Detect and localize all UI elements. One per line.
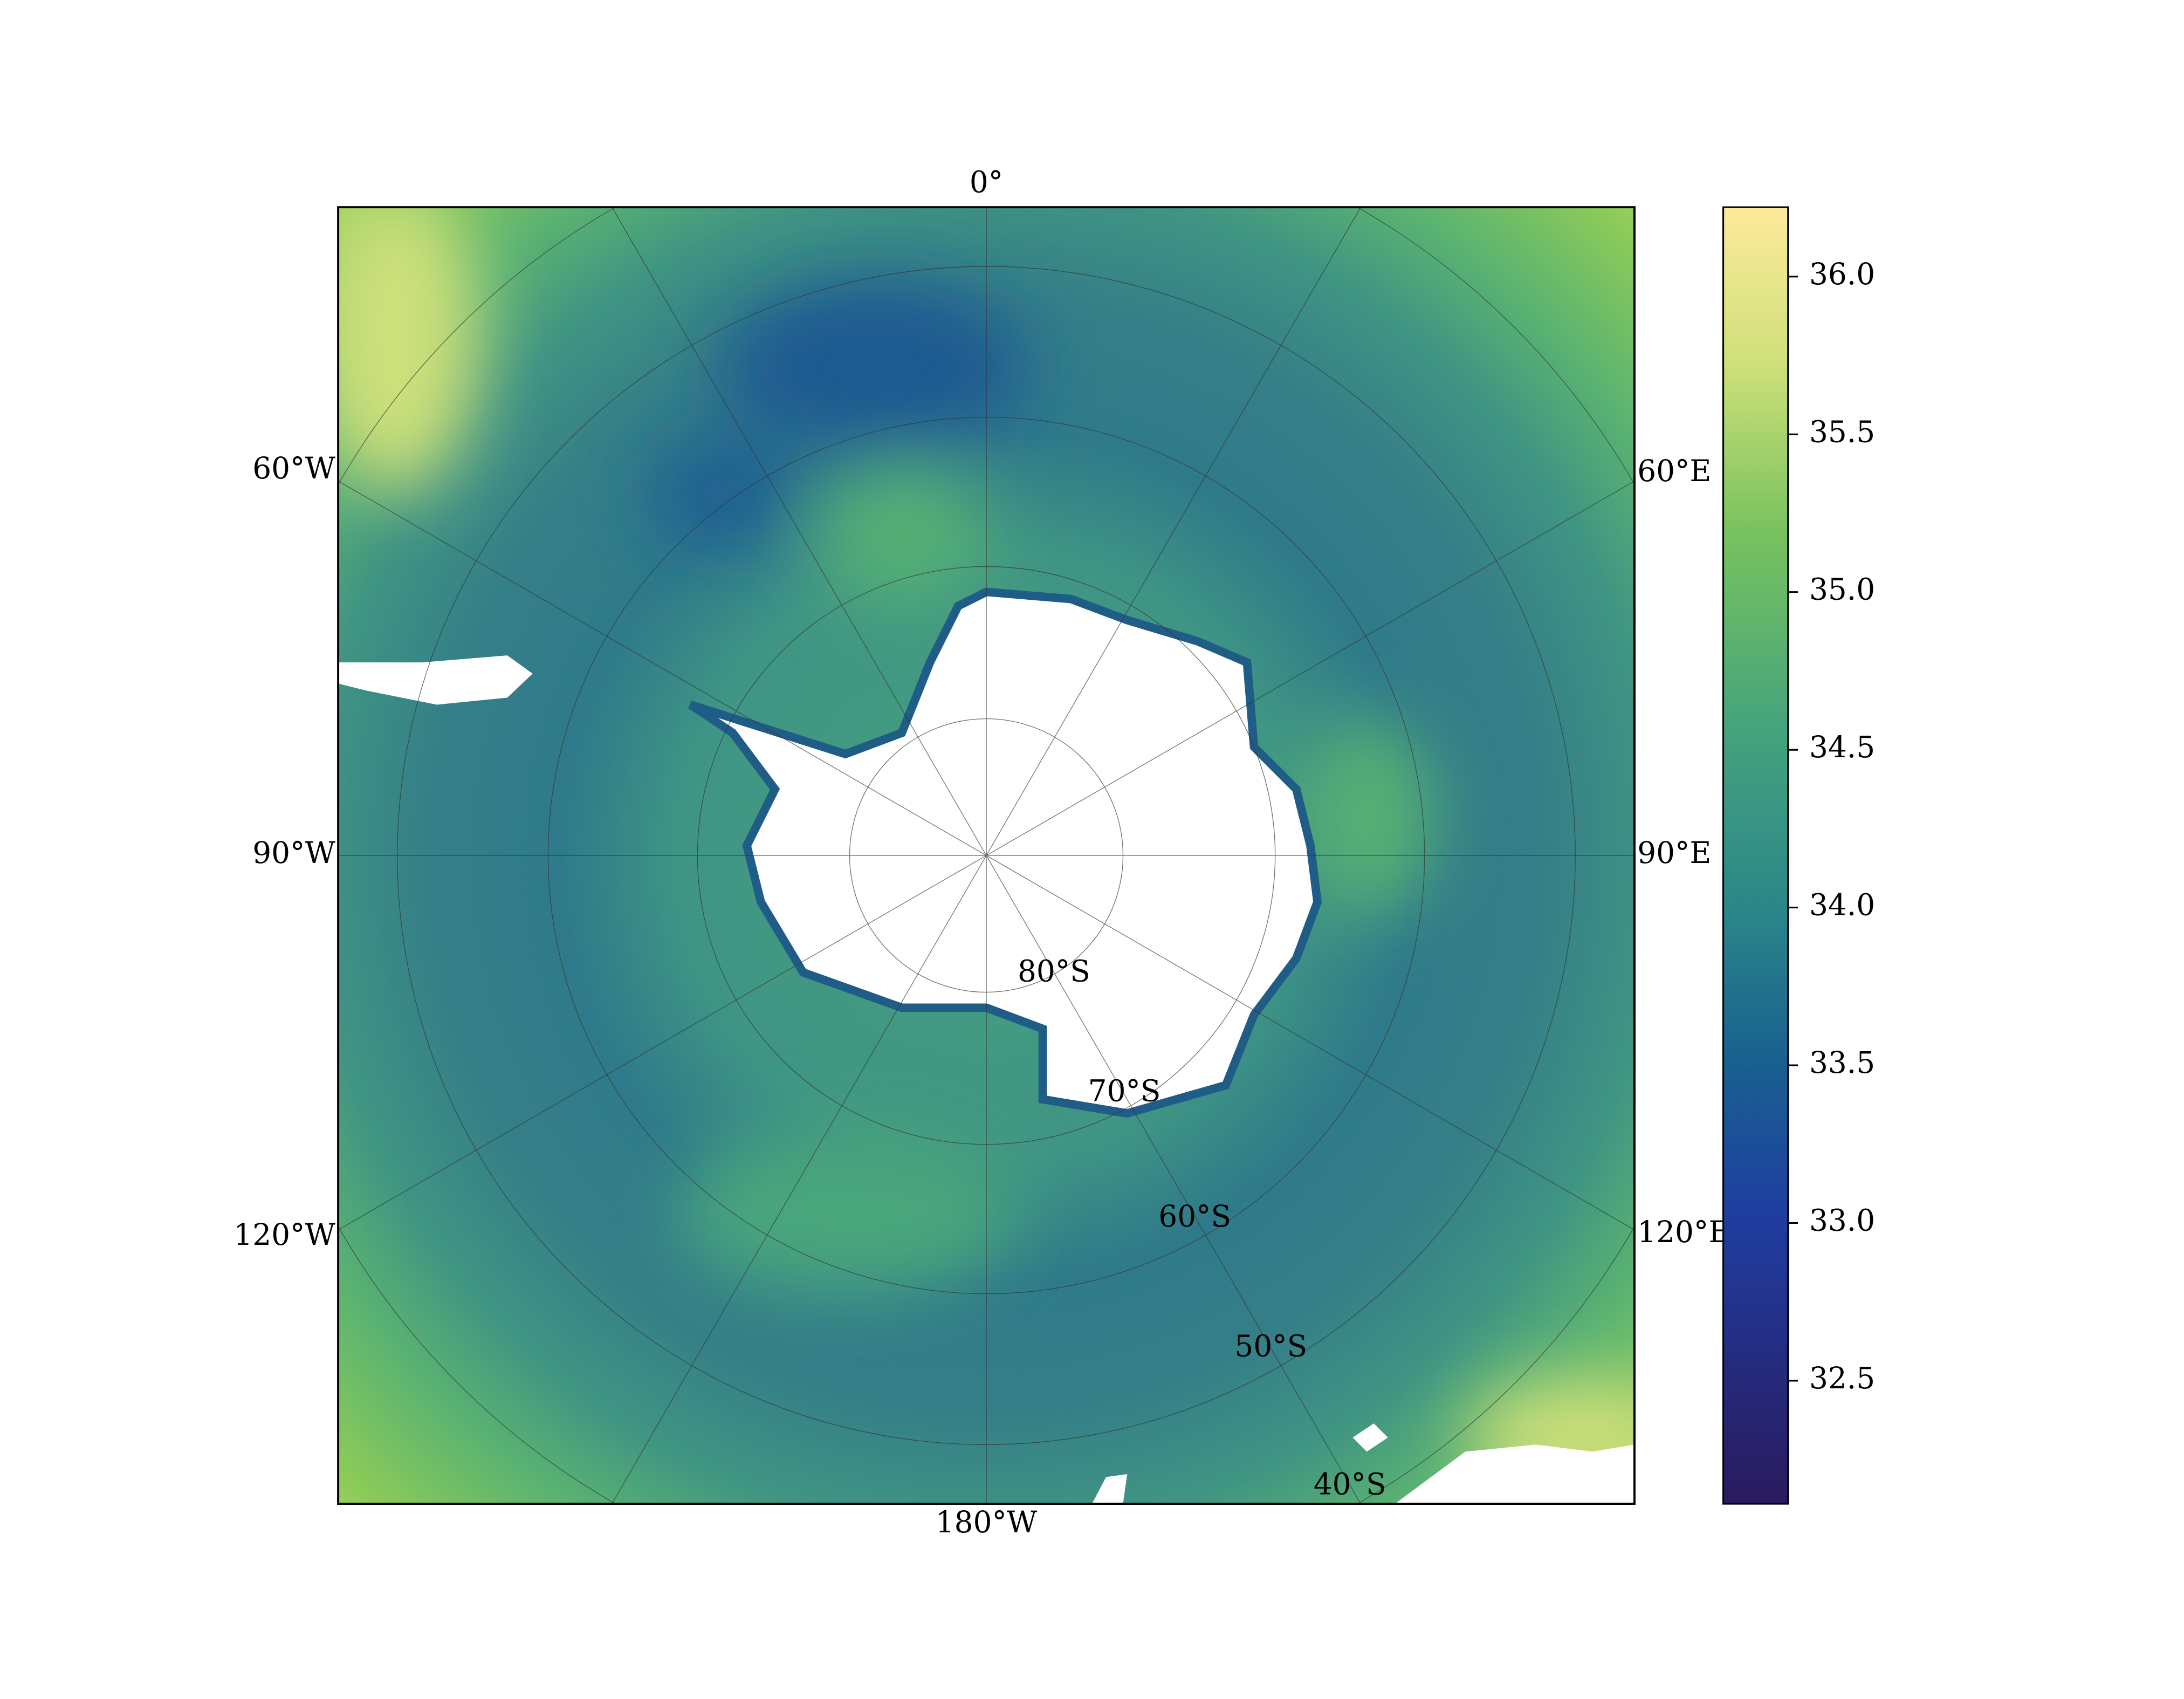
colorbar-bar <box>1722 206 1789 1505</box>
lon-label: 120°W <box>233 1217 335 1252</box>
colorbar-tick-label: 33.0 <box>1809 1203 1875 1237</box>
map-frame <box>337 206 1636 1505</box>
lat-label: 60°S <box>1158 1199 1231 1234</box>
graticule <box>338 207 1634 1504</box>
lat-label: 80°S <box>1018 954 1090 989</box>
lon-label: 90°W <box>252 835 335 870</box>
colorbar-tick-label: 34.0 <box>1809 888 1875 922</box>
lon-label: 60°E <box>1637 454 1711 488</box>
land <box>1395 1444 1634 1504</box>
lat-label: 50°S <box>1234 1329 1307 1364</box>
colorbar-tick-label: 32.5 <box>1809 1361 1875 1395</box>
map-field <box>338 207 1634 1504</box>
lon-label: 120°E <box>1637 1215 1730 1249</box>
colorbar-tick-label: 35.0 <box>1809 572 1875 607</box>
lon-label: 90°E <box>1637 835 1711 870</box>
lat-label: 40°S <box>1314 1467 1386 1502</box>
colorbar: 32.5 33.0 33.5 34.0 34.5 35.0 35.5 36.0 <box>1722 206 1875 1505</box>
colorbar-tick-label: 35.5 <box>1809 414 1875 449</box>
colorbar-tick-label: 34.5 <box>1809 730 1875 764</box>
land <box>338 655 533 705</box>
lat-label: 70°S <box>1088 1074 1161 1108</box>
lon-label: 180°W <box>936 1505 1038 1539</box>
colorbar-tick-label: 33.5 <box>1809 1045 1875 1080</box>
lon-label: 0° <box>970 165 1003 199</box>
lon-label: 60°W <box>252 451 335 485</box>
colorbar-tick-label: 36.0 <box>1809 257 1875 291</box>
